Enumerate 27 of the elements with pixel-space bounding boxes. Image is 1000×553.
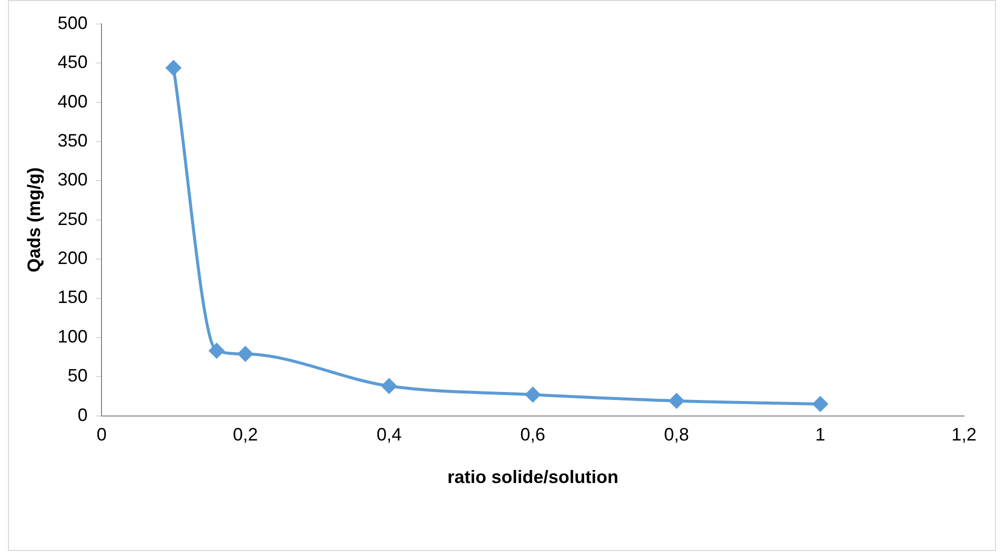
- x-tick-label: 0,6: [520, 424, 546, 445]
- x-tick-label: 0,4: [376, 424, 402, 445]
- x-tick-label: 0,8: [664, 424, 690, 445]
- y-tick-label: 500: [58, 12, 88, 33]
- x-tick-label: 1,2: [951, 424, 977, 445]
- point: [238, 346, 253, 362]
- y-axis-title: Qads (mg/g): [24, 167, 44, 272]
- point: [525, 387, 540, 402]
- y-tick-label: 450: [58, 52, 88, 72]
- y-tick-label: 200: [58, 248, 88, 268]
- point: [812, 396, 828, 412]
- y-tick-label: 300: [58, 170, 88, 190]
- y-tick-label: 150: [58, 287, 88, 308]
- point: [382, 378, 397, 394]
- y-tick-label: 0: [78, 404, 88, 425]
- y-tick-label: 400: [58, 91, 88, 112]
- x-tick-label: 1: [815, 424, 826, 445]
- point: [669, 393, 684, 408]
- point: [166, 60, 181, 76]
- x-tick-label: 0: [96, 424, 107, 445]
- y-tick-label: 100: [58, 326, 88, 346]
- y-tick-label: 350: [58, 130, 88, 151]
- y-tick-label: 50: [68, 366, 88, 386]
- point: [209, 343, 224, 358]
- y-tick-label: 250: [58, 208, 88, 229]
- x-tick-label: 0,2: [232, 424, 258, 445]
- x-axis-title: ratio solide/solution: [447, 467, 618, 488]
